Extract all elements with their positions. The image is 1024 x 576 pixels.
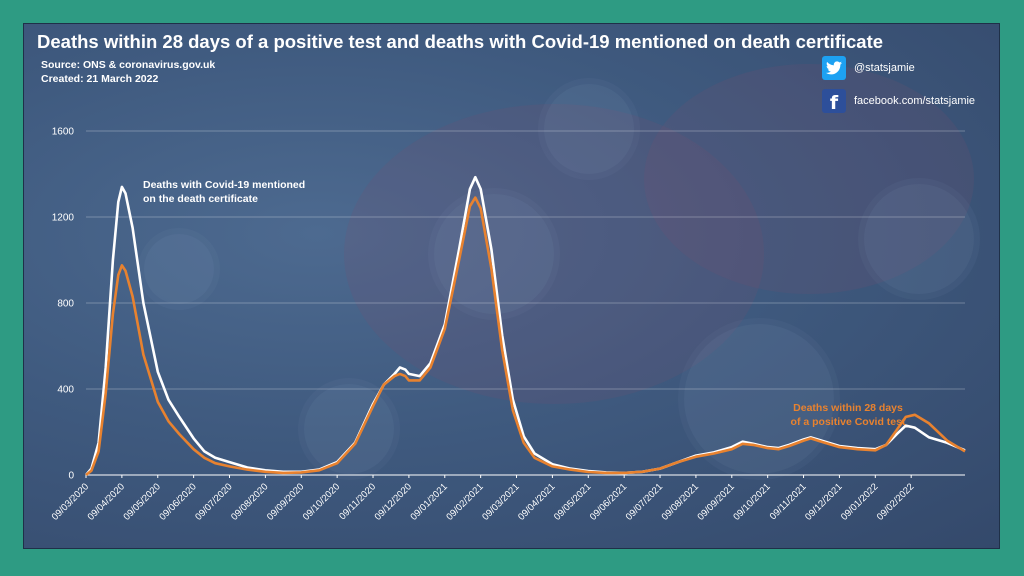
x-tick-label: 09/11/2020 [337,481,378,522]
virus-decoration-icon [144,234,214,304]
annotation-ons-line2: on the death certificate [143,193,258,205]
x-tick-label: 09/07/2020 [193,481,234,522]
facebook-handle: facebook.com/statsjamie [854,95,976,107]
created-date: Created: 21 March 2022 [41,73,159,85]
annotation-ons-line1: Deaths with Covid-19 mentioned [143,179,305,191]
x-tick-label: 09/09/2020 [265,481,306,522]
background-blob [644,64,974,294]
facebook-f-icon: f [822,89,846,114]
x-tick-label: 09/08/2020 [229,481,270,522]
twitter-link[interactable]: @statsjamie [822,56,915,80]
x-tick-label: 09/06/2020 [157,481,198,522]
annotation-28day-line2: of a positive Covid test [791,416,906,428]
x-tick-label: 09/01/2022 [839,481,880,522]
y-tick-label: 1600 [52,127,75,138]
x-tick-label: 09/12/2020 [373,481,414,522]
facebook-link[interactable]: f facebook.com/statsjamie [822,89,976,114]
x-tick-label: 09/10/2021 [731,481,772,522]
y-tick-label: 1200 [52,213,75,224]
twitter-handle: @statsjamie [854,62,915,74]
x-tick-label: 09/10/2020 [301,481,342,522]
x-tick-label: 09/08/2021 [660,481,701,522]
virus-decoration-icon [544,84,634,174]
x-tick-label: 09/03/2021 [480,481,521,522]
x-tick-label: 09/09/2021 [696,481,737,522]
y-tick-label: 400 [57,385,74,396]
virus-decoration-icon [684,324,834,474]
y-tick-label: 0 [68,471,74,482]
x-tick-label: 09/11/2021 [768,481,809,522]
twitter-bird-icon [822,56,846,80]
x-tick-label: 09/04/2021 [516,481,557,522]
x-tick-label: 09/07/2021 [624,481,665,522]
x-tick-label: 09/01/2021 [408,481,449,522]
y-tick-label: 800 [57,299,74,310]
annotation-28day-line1: Deaths within 28 days [793,402,903,414]
virus-decoration-icon [864,184,974,294]
x-tick-label: 09/04/2020 [86,481,127,522]
series-line-28day [85,196,966,477]
source-text: Source: ONS & coronavirus.gov.uk [41,59,216,71]
series-line-ons [85,175,966,476]
virus-decoration-icon [304,384,394,474]
x-tick-label: 09/05/2020 [121,481,162,522]
x-tick-label: 09/06/2021 [588,481,629,522]
x-tick-label: 09/02/2021 [444,481,485,522]
background-blob [344,104,764,404]
x-tick-label: 09/05/2021 [552,481,593,522]
x-tick-label: 09/02/2022 [875,481,916,522]
x-tick-label: 09/12/2021 [803,481,844,522]
chart-title: Deaths within 28 days of a positive test… [37,31,884,52]
x-tick-label: 09/03/2020 [50,481,91,522]
